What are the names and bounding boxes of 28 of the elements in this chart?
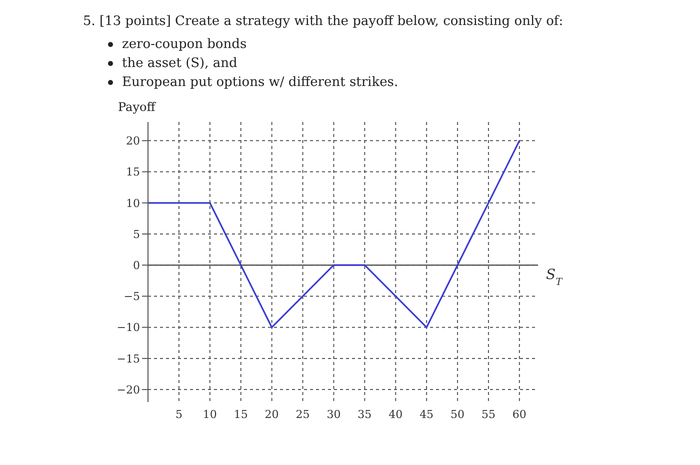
x-tick-label: 60 bbox=[512, 408, 526, 421]
y-tick-label: 20 bbox=[126, 134, 140, 148]
x-tick-label: 35 bbox=[358, 408, 372, 421]
y-tick-label: −20 bbox=[116, 383, 140, 396]
text: European put options w/ different strikes. bbox=[122, 74, 398, 92]
x-tick-label: 40 bbox=[388, 408, 403, 421]
x-tick-label: 45 bbox=[420, 408, 434, 421]
x-tick-label: 10 bbox=[202, 408, 217, 421]
x-tick-label: 15 bbox=[234, 408, 248, 421]
x-tick-label: 55 bbox=[481, 408, 496, 421]
x-tick-label: 20 bbox=[264, 408, 279, 421]
y-tick-label: −5 bbox=[124, 290, 140, 304]
y-tick-label: −15 bbox=[116, 352, 140, 366]
y-tick-label: −10 bbox=[116, 321, 140, 334]
x-tick-label: 50 bbox=[450, 408, 465, 421]
text: zero-coupon bonds bbox=[122, 36, 247, 54]
line-series bbox=[148, 140, 520, 328]
text: the asset (S), and bbox=[122, 55, 238, 73]
x-tick-label: 25 bbox=[296, 408, 310, 421]
y-tick-label: 5 bbox=[133, 228, 140, 241]
x-axis-title: S$_{T}$ bbox=[546, 267, 564, 288]
y-tick-label: 10 bbox=[126, 196, 140, 210]
chart-title: 5. [13 points] Create a strategy with the payoff below, consisting only of: bbox=[83, 14, 564, 29]
y-tick-label: 15 bbox=[126, 166, 140, 179]
x-tick-label: 30 bbox=[326, 408, 341, 421]
x-tick-label: 5 bbox=[175, 408, 182, 421]
y-tick-label: 0 bbox=[133, 259, 140, 272]
y-axis-title: Payoff bbox=[118, 100, 157, 116]
